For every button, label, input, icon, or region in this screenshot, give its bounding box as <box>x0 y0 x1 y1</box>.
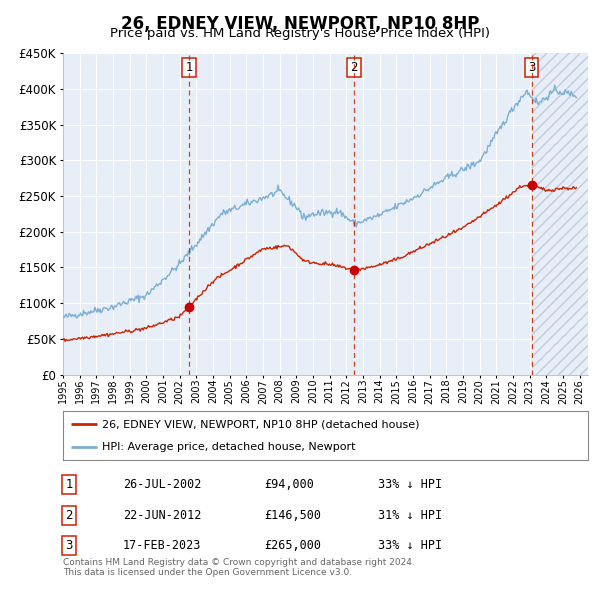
Text: 33% ↓ HPI: 33% ↓ HPI <box>378 478 442 491</box>
Text: 1: 1 <box>65 478 73 491</box>
Text: 33% ↓ HPI: 33% ↓ HPI <box>378 539 442 552</box>
Text: 1: 1 <box>185 61 193 74</box>
Bar <box>532 53 588 375</box>
Text: 3: 3 <box>528 61 535 74</box>
Text: 31% ↓ HPI: 31% ↓ HPI <box>378 509 442 522</box>
Text: 17-FEB-2023: 17-FEB-2023 <box>123 539 202 552</box>
Bar <box>532 53 588 375</box>
Text: 2: 2 <box>350 61 358 74</box>
Text: £265,000: £265,000 <box>264 539 321 552</box>
Text: 26-JUL-2002: 26-JUL-2002 <box>123 478 202 491</box>
Text: £146,500: £146,500 <box>264 509 321 522</box>
Text: 26, EDNEY VIEW, NEWPORT, NP10 8HP (detached house): 26, EDNEY VIEW, NEWPORT, NP10 8HP (detac… <box>103 419 420 430</box>
Text: HPI: Average price, detached house, Newport: HPI: Average price, detached house, Newp… <box>103 442 356 452</box>
Text: 2: 2 <box>65 509 73 522</box>
Text: Contains HM Land Registry data © Crown copyright and database right 2024.
This d: Contains HM Land Registry data © Crown c… <box>63 558 415 577</box>
Text: 3: 3 <box>65 539 73 552</box>
Text: 22-JUN-2012: 22-JUN-2012 <box>123 509 202 522</box>
Text: Price paid vs. HM Land Registry's House Price Index (HPI): Price paid vs. HM Land Registry's House … <box>110 27 490 40</box>
Text: 26, EDNEY VIEW, NEWPORT, NP10 8HP: 26, EDNEY VIEW, NEWPORT, NP10 8HP <box>121 15 479 33</box>
Text: £94,000: £94,000 <box>264 478 314 491</box>
